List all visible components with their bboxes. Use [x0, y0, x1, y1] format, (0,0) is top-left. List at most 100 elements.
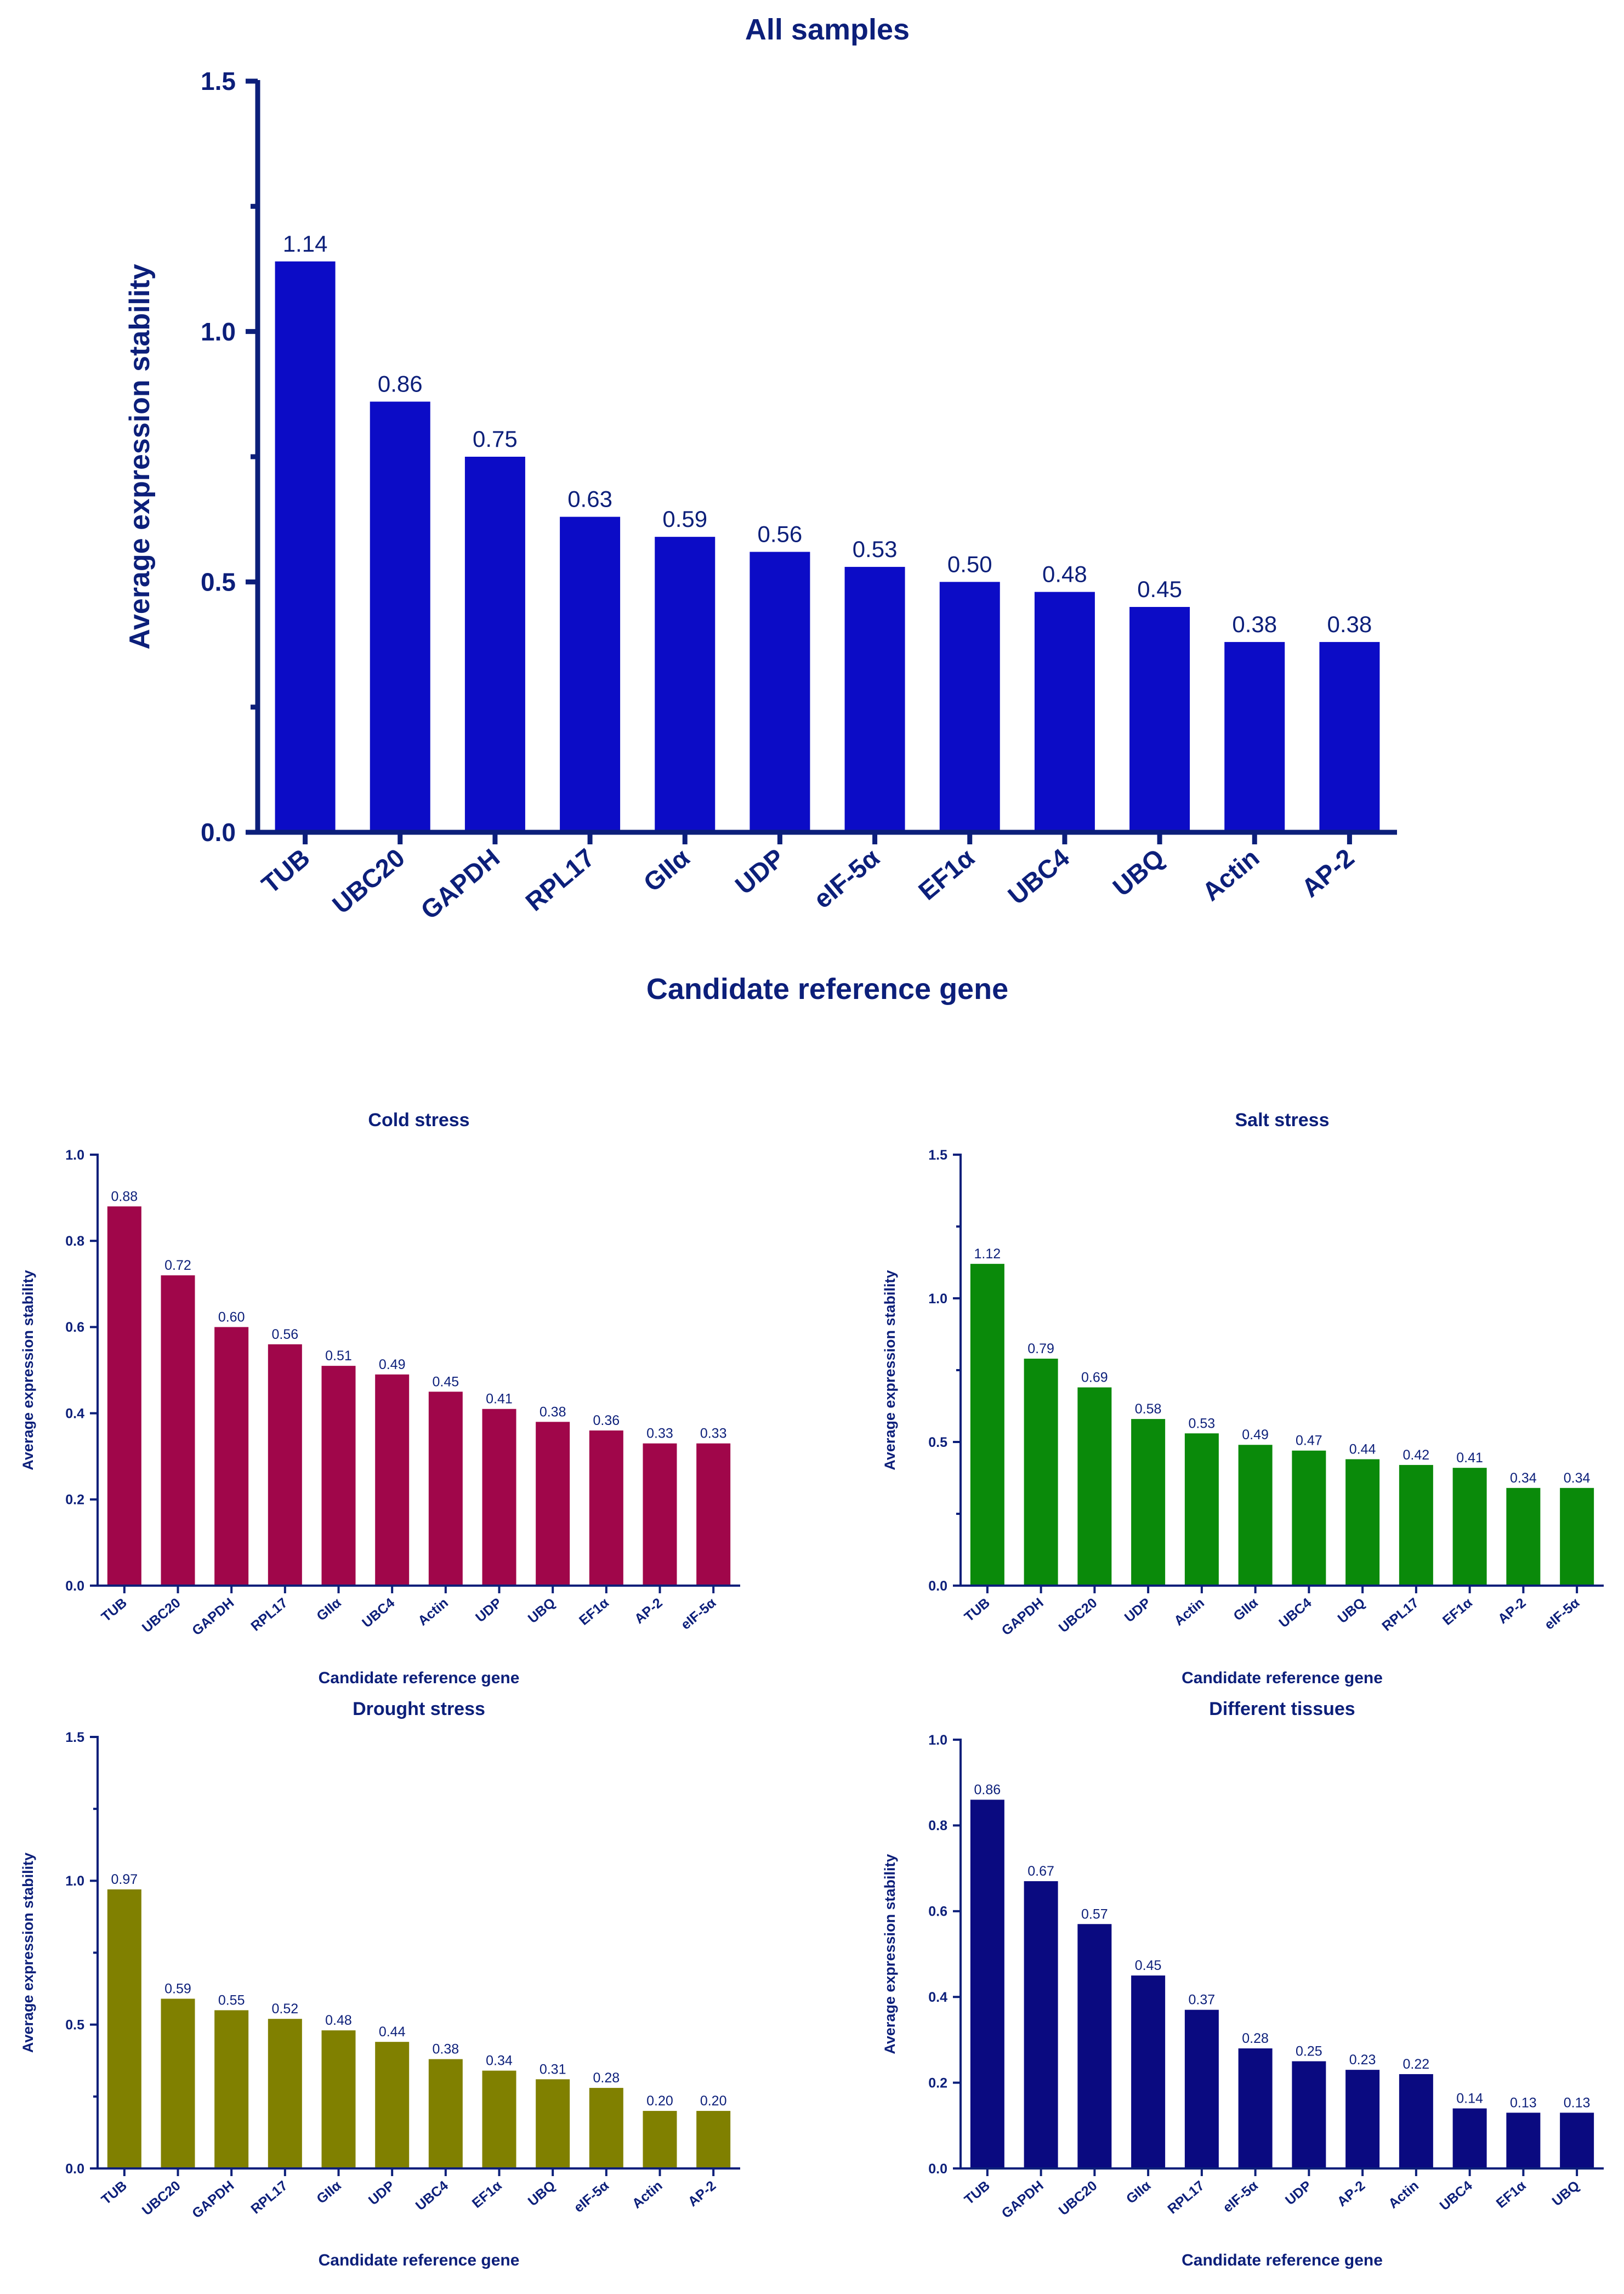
bar-ubc4	[1034, 592, 1095, 832]
category-label-ap-2: AP-2	[1335, 2178, 1369, 2210]
category-label-actin: Actin	[629, 2178, 666, 2212]
y-tick-label: 1.5	[201, 67, 236, 95]
y-axis-title: Average expression stability	[20, 1270, 36, 1470]
bar-udp	[1292, 2061, 1326, 2168]
bar-eif-5alpha	[1238, 2048, 1273, 2168]
category-label-giialpha: GIIα	[1123, 2178, 1154, 2207]
value-label: 0.34	[486, 2053, 513, 2069]
value-label: 0.49	[379, 1357, 406, 1372]
value-label: 0.37	[1189, 1992, 1216, 2008]
value-label: 0.49	[1242, 1427, 1269, 1443]
chart-title: Salt stress	[1235, 1110, 1330, 1131]
category-label-ubc4: UBC4	[1276, 1595, 1314, 1631]
bar-gapdh	[464, 457, 525, 832]
category-label-tub: TUB	[962, 2178, 993, 2207]
bar-gapdh	[214, 2010, 249, 2168]
y-tick-label: 1.0	[928, 1733, 947, 1748]
value-label: 0.75	[473, 426, 518, 452]
category-label-ubc20: UBC20	[139, 1595, 184, 1636]
category-label-tub: TUB	[256, 843, 315, 899]
value-label: 0.38	[1232, 611, 1277, 637]
y-tick-label: 1.0	[201, 317, 236, 346]
value-label: 0.53	[1189, 1416, 1216, 1431]
value-label: 0.72	[164, 1258, 191, 1273]
bar-actin	[643, 2111, 677, 2168]
category-label-ap-2: AP-2	[1296, 843, 1359, 902]
value-label: 0.48	[325, 2013, 352, 2028]
bar-ef1alpha	[939, 582, 1000, 832]
bar-ubc4	[1292, 1450, 1326, 1586]
y-tick-label: 0.6	[65, 1320, 84, 1335]
bar-ef1alpha	[589, 1430, 623, 1586]
category-label-eif-5alpha: eIF-5α	[808, 843, 885, 914]
y-tick-label: 0.0	[65, 2161, 84, 2177]
value-label: 0.56	[758, 521, 803, 547]
bar-ubq	[1345, 1459, 1380, 1586]
bar-actin	[1224, 641, 1285, 832]
chart-salt-stress: Salt stress 1.12 0.79 0.69 0.58 0.53 0.49 0.47 0…	[882, 1110, 1604, 1687]
x-axis-title: Candidate reference gene	[1182, 1669, 1383, 1687]
category-label-ef1alpha: EF1α	[1494, 2178, 1529, 2211]
category-label-ef1alpha: EF1α	[1440, 1595, 1475, 1628]
value-label: 1.14	[283, 231, 328, 257]
value-label: 0.50	[947, 551, 992, 577]
value-label: 0.88	[111, 1189, 138, 1204]
category-label-eif-5alpha: eIF-5α	[571, 2178, 612, 2216]
category-label-ubc4: UBC4	[1437, 2178, 1475, 2213]
y-tick-label: 0.4	[928, 1990, 947, 2005]
value-label: 0.31	[540, 2062, 566, 2077]
bar-ubc20	[1077, 1924, 1112, 2168]
value-label: 0.45	[1135, 1958, 1162, 1973]
bar-actin	[1184, 1433, 1219, 1586]
y-tick-label: 0.0	[928, 2161, 947, 2177]
bar-udp	[749, 552, 810, 832]
value-label: 0.44	[379, 2024, 406, 2040]
category-label-ubq: UBQ	[525, 2178, 559, 2209]
bar-ubq	[1129, 607, 1190, 832]
category-label-ap-2: AP-2	[1495, 1595, 1529, 1627]
bar-eif-5alpha	[844, 566, 905, 832]
value-label: 0.63	[567, 486, 612, 512]
y-tick-label: 1.0	[65, 1148, 84, 1163]
value-label: 0.13	[1564, 2095, 1591, 2110]
bar-tub	[275, 261, 336, 832]
y-tick-label: 1.0	[65, 1873, 84, 1889]
bar-eif-5alpha	[589, 2088, 623, 2168]
category-label-ubc20: UBC20	[1056, 1595, 1100, 1636]
chart-different-tissues: Different tissues 0.86 0.67 0.57 0.45 0.37 0.2…	[882, 1699, 1604, 2269]
category-label-ubc20: UBC20	[139, 2178, 184, 2218]
category-label-eif-5alpha: eIF-5α	[1220, 2178, 1261, 2216]
y-tick-label: 1.5	[928, 1148, 947, 1163]
chart-title: All samples	[745, 13, 910, 46]
bar-ef1alpha	[1506, 2113, 1541, 2168]
y-axis-title: Average expression stability	[882, 1270, 898, 1470]
category-label-giialpha: GIIα	[314, 1595, 344, 1624]
value-label: 0.45	[432, 1374, 459, 1389]
bar-ubc20	[161, 1275, 195, 1586]
bar-ubc4	[1452, 2108, 1487, 2168]
y-axis-title: Average expression stability	[20, 1853, 36, 2053]
bar-eif-5alpha	[1560, 1487, 1594, 1586]
value-label: 0.52	[271, 2001, 298, 2017]
x-axis-title: Candidate reference gene	[1182, 2251, 1383, 2269]
bar-gapdh	[214, 1327, 249, 1586]
value-label: 0.25	[1296, 2044, 1322, 2059]
category-label-ubq: UBQ	[1107, 843, 1169, 902]
value-label: 0.44	[1349, 1441, 1376, 1457]
category-label-ubq: UBQ	[525, 1595, 559, 1626]
category-label-ef1alpha: EF1α	[469, 2178, 505, 2211]
value-label: 0.48	[1042, 561, 1087, 587]
bar-ef1alpha	[1452, 1468, 1487, 1586]
y-tick-label: 0.5	[201, 567, 236, 596]
category-label-udp: UDP	[366, 2178, 398, 2208]
value-label: 0.53	[853, 536, 898, 562]
category-label-ef1alpha: EF1α	[576, 1595, 612, 1628]
category-label-udp: UDP	[1122, 1595, 1154, 1625]
bar-tub	[970, 1264, 1004, 1586]
value-label: 0.38	[540, 1404, 566, 1419]
bar-ubq	[536, 2079, 570, 2168]
category-label-udp: UDP	[1282, 2178, 1314, 2208]
category-label-ubq: UBQ	[1335, 1595, 1369, 1626]
value-label: 0.13	[1510, 2095, 1537, 2110]
category-label-tub: TUB	[962, 1595, 993, 1625]
